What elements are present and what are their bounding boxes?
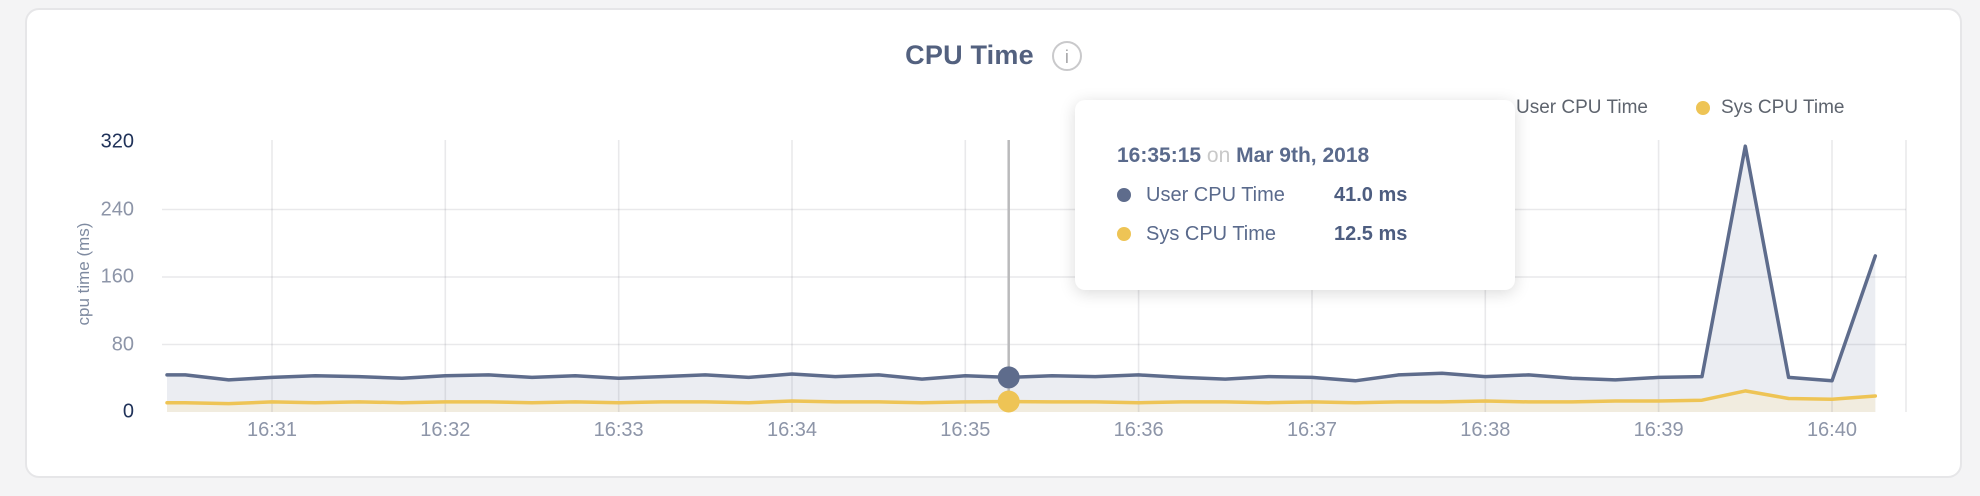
x-tick-label: 16:39	[1633, 419, 1684, 441]
tooltip-value-user: 41.0 ms	[1334, 183, 1408, 206]
x-tick-label: 16:31	[246, 419, 298, 441]
plot-area[interactable]	[162, 122, 1912, 422]
area-fill-sys	[167, 390, 1876, 412]
x-tick-label: 16:32	[420, 419, 471, 441]
y-tick-label: 240	[100, 198, 134, 220]
tooltip-row-user: User CPU Time 41.0 ms	[1117, 183, 1515, 207]
x-tick-label: 16:38	[1460, 419, 1511, 441]
sys-cpu-legend-dot	[1695, 101, 1710, 115]
legend-label-user: User CPU Time	[1516, 97, 1648, 118]
chart-header: CPU Time i	[27, 40, 1960, 71]
area-fill-user	[167, 146, 1876, 412]
hover-dot-sys	[997, 390, 1020, 413]
x-tick-label: 16:34	[766, 419, 818, 441]
y-tick-label: 80	[111, 333, 134, 355]
chart-card: CPU Time i User CPU Time Sys CPU Time cp…	[25, 8, 1962, 478]
tooltip-label-user: User CPU Time	[1146, 183, 1285, 206]
tooltip-value-sys: 12.5 ms	[1334, 222, 1408, 245]
tooltip-date: Mar 9th, 2018	[1236, 144, 1370, 167]
tooltip-row-sys: Sys CPU Time 12.5 ms	[1117, 222, 1515, 246]
sys-cpu-tooltip-dot	[1117, 227, 1131, 241]
y-tick-label: 320	[100, 130, 134, 153]
info-icon[interactable]: i	[1051, 40, 1082, 71]
legend-item-sys-cpu-time[interactable]: Sys CPU Time	[1695, 97, 1845, 119]
x-tick-label: 16:40	[1806, 419, 1857, 441]
x-tick-label: 16:35	[940, 419, 991, 441]
hover-dot-user	[997, 366, 1020, 389]
legend-label-sys: Sys CPU Time	[1720, 97, 1845, 118]
x-tick-label: 16:37	[1286, 419, 1337, 441]
x-tick-label: 16:36	[1113, 419, 1164, 441]
legend: User CPU Time Sys CPU Time	[1491, 97, 1845, 119]
tooltip-title: 16:35:15 on Mar 9th, 2018	[1117, 144, 1515, 168]
page-title: CPU Time	[905, 40, 1034, 70]
user-cpu-tooltip-dot	[1117, 188, 1131, 202]
y-tick-label: 0	[122, 400, 134, 423]
tooltip-label-sys: Sys CPU Time	[1146, 222, 1277, 245]
tooltip-on-word: on	[1206, 144, 1231, 167]
hover-tooltip: 16:35:15 on Mar 9th, 2018 User CPU Time …	[1075, 100, 1515, 290]
series-line-user	[165, 144, 1878, 383]
y-tick-label: 160	[100, 265, 134, 288]
x-tick-label: 16:33	[593, 419, 644, 441]
tooltip-time: 16:35:15	[1117, 144, 1202, 167]
